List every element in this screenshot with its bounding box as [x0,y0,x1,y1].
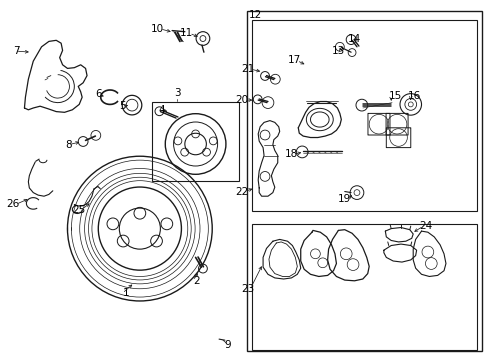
Bar [151,102,238,181]
Text: 5: 5 [119,101,126,111]
Text: 18: 18 [285,149,298,159]
Text: 19: 19 [337,194,350,204]
Text: 11: 11 [180,28,193,38]
Text: 25: 25 [72,204,85,215]
Bar [246,11,481,351]
Text: 21: 21 [241,64,254,74]
Text: 4: 4 [158,105,165,115]
Text: 20: 20 [235,95,248,105]
Text: 8: 8 [65,140,72,150]
Text: 9: 9 [224,340,230,350]
Text: 14: 14 [347,34,360,44]
Text: 10: 10 [150,24,163,34]
Bar [251,224,476,350]
Text: 24: 24 [419,221,432,231]
Bar [251,20,476,211]
Text: 2: 2 [193,276,200,286]
Text: 6: 6 [95,89,102,99]
Text: 23: 23 [241,284,254,294]
Text: 12: 12 [248,10,261,20]
Text: 13: 13 [331,46,344,56]
Text: 15: 15 [387,91,401,102]
Text: 1: 1 [122,288,129,298]
Text: 7: 7 [13,46,20,56]
Text: 22: 22 [235,186,248,197]
Text: 17: 17 [287,55,300,66]
Text: 26: 26 [6,199,20,210]
Text: 3: 3 [173,88,180,98]
Text: 16: 16 [407,91,421,102]
